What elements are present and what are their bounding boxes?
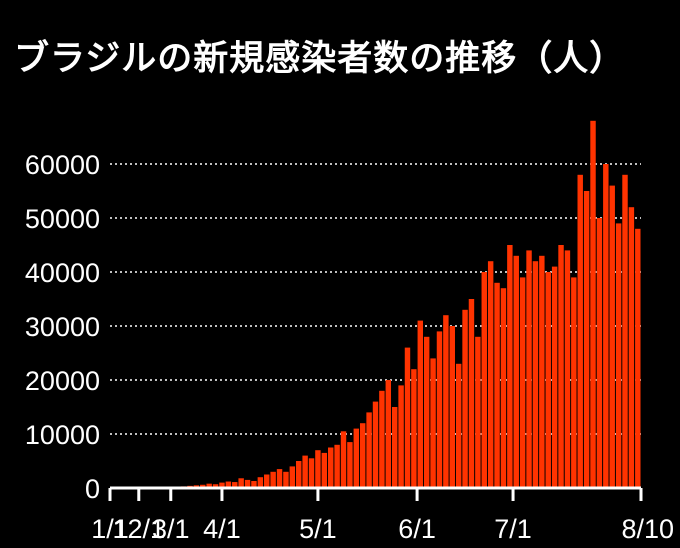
bar — [206, 483, 212, 488]
bar — [551, 266, 558, 488]
bar — [379, 390, 385, 488]
bar — [212, 484, 219, 488]
y-tick-label: 40000 — [25, 258, 100, 288]
bar — [436, 331, 443, 488]
bar — [423, 336, 430, 488]
bar — [539, 255, 545, 488]
x-tick-label: 8/10 — [621, 514, 674, 544]
bar — [404, 347, 411, 488]
bar — [398, 385, 404, 488]
bar — [347, 442, 353, 488]
bar — [449, 326, 455, 488]
bar — [487, 261, 494, 488]
y-tick-label: 20000 — [25, 366, 100, 396]
x-tick-label: 4/1 — [203, 514, 241, 544]
bar — [417, 320, 424, 488]
bar — [462, 309, 468, 488]
y-tick-label: 60000 — [25, 150, 100, 180]
bar — [308, 458, 315, 488]
bar — [519, 277, 526, 488]
bar — [500, 288, 507, 488]
y-tick-label: 10000 — [25, 420, 100, 450]
bar — [391, 407, 398, 488]
bar — [251, 480, 257, 488]
bar — [385, 380, 392, 488]
bar — [526, 250, 532, 488]
bar — [628, 207, 635, 488]
bar — [609, 185, 615, 488]
y-tick-label: 0 — [85, 474, 100, 504]
bar — [276, 469, 283, 488]
bar — [200, 484, 206, 488]
bar — [283, 471, 289, 488]
bar — [372, 401, 379, 488]
bars — [168, 120, 641, 489]
bar — [302, 455, 308, 488]
bar — [264, 474, 270, 488]
bar — [366, 412, 372, 488]
bar — [596, 218, 603, 488]
bar — [225, 481, 232, 488]
y-tick-label: 50000 — [25, 204, 100, 234]
bar — [219, 482, 225, 488]
bar — [232, 482, 238, 488]
x-tick-label: 6/1 — [398, 514, 436, 544]
bar — [571, 277, 577, 488]
bar — [475, 336, 481, 488]
bar — [289, 466, 296, 488]
bar — [430, 358, 436, 488]
x-tick-label: 5/1 — [299, 514, 337, 544]
bar — [238, 478, 244, 488]
bar — [481, 272, 487, 488]
bar — [327, 447, 334, 488]
x-tick-label: 7/1 — [494, 514, 532, 544]
bar — [558, 245, 564, 488]
bar — [564, 250, 571, 488]
bar — [577, 174, 583, 489]
bar — [443, 315, 449, 488]
bar — [315, 450, 321, 488]
bar — [615, 223, 622, 488]
bar — [494, 282, 500, 488]
bar — [455, 363, 462, 488]
x-tick-label: 12/1 — [113, 514, 166, 544]
bar — [359, 423, 366, 488]
bar — [468, 299, 475, 488]
bar — [257, 477, 264, 488]
bar — [590, 120, 596, 489]
bar — [513, 255, 519, 488]
bar — [321, 452, 328, 488]
bar — [532, 261, 539, 488]
bar — [583, 191, 590, 488]
y-tick-label: 30000 — [25, 312, 100, 342]
bar — [635, 228, 641, 489]
bar — [340, 431, 347, 488]
bar — [507, 245, 513, 488]
chart-title: ブラジルの新規感染者数の推移（人） — [14, 39, 626, 79]
bar — [603, 164, 609, 488]
bar — [334, 444, 340, 488]
x-tick-label: 3/1 — [152, 514, 190, 544]
x-tick-label: 1/1 — [91, 514, 129, 544]
bar — [296, 461, 302, 488]
bar — [545, 272, 551, 488]
bar — [270, 471, 276, 488]
bar — [622, 174, 628, 489]
bar — [411, 369, 417, 488]
x-tick-labels: 1/112/13/1 4/1 5/1 6/1 7/1 8/10 — [91, 488, 674, 544]
bar — [353, 428, 360, 488]
y-tick-labels: 0 10000 20000 30000 40000 50000 60000 — [25, 150, 100, 504]
bar — [244, 479, 251, 488]
